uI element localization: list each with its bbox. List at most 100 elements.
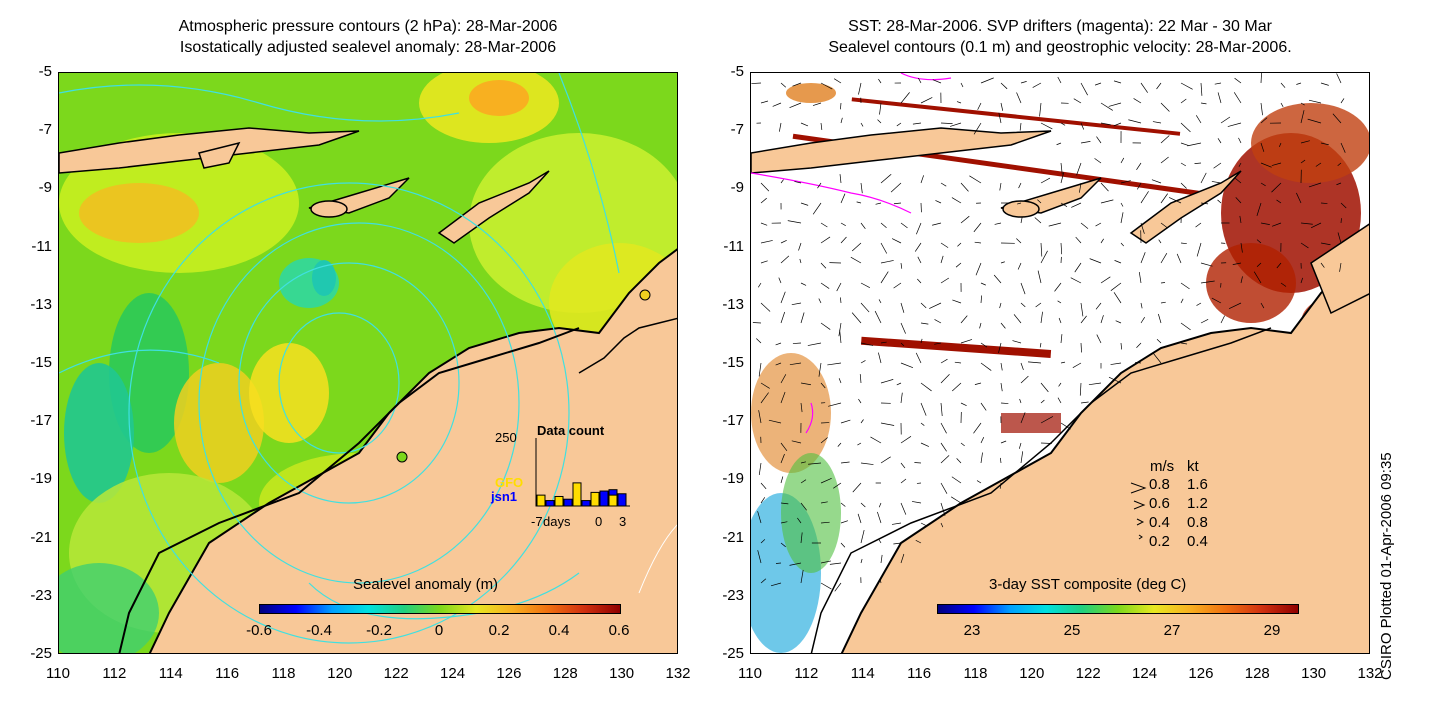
velocity-vector — [1332, 113, 1342, 124]
velocity-vector — [878, 502, 882, 508]
velocity-vector — [760, 100, 769, 104]
velocity-vector — [789, 362, 802, 366]
velocity-vector — [857, 513, 862, 524]
velocity-vector — [1260, 142, 1265, 152]
velocity-vector — [1180, 298, 1184, 304]
velocity-vector — [980, 295, 982, 304]
velocity-vector — [1074, 262, 1082, 273]
velocity-vector — [820, 122, 823, 130]
velocity-vector — [1034, 217, 1042, 224]
velocity-vector — [1020, 451, 1024, 464]
velocity-vector — [1308, 182, 1322, 188]
velocity-vector — [1187, 142, 1202, 147]
velocity-vector — [1340, 98, 1345, 104]
right-colorbar — [937, 604, 1299, 614]
velocity-vector — [940, 358, 948, 364]
velocity-vector — [940, 255, 944, 264]
velocity-vector — [920, 338, 923, 344]
velocity-vector — [1113, 80, 1122, 84]
velocity-vector — [1114, 260, 1122, 264]
velocity-vector — [1060, 172, 1065, 184]
velocity-vector — [940, 277, 950, 284]
velocity-vector — [1037, 270, 1042, 284]
velocity-vector — [1058, 317, 1062, 324]
velocity-vector — [860, 122, 864, 127]
velocity-vector — [1032, 82, 1042, 88]
velocity-vector — [780, 521, 788, 524]
velocity-vector — [1227, 122, 1242, 127]
velocity-vector — [1256, 239, 1262, 244]
velocity-vector — [1080, 342, 1082, 353]
velocity-vector — [1180, 122, 1191, 133]
velocity-vector — [1339, 262, 1342, 272]
velocity-vector — [900, 478, 907, 484]
left-y-tick-label: -5 — [38, 63, 52, 80]
right-y-tick-label: -23 — [722, 586, 744, 604]
velocity-vector — [934, 319, 942, 324]
velocity-vector — [1138, 272, 1142, 284]
velocity-vector — [960, 82, 964, 88]
velocity-vector — [1040, 382, 1049, 393]
velocity-vector — [1280, 102, 1284, 107]
velocity-vector — [1180, 242, 1187, 245]
velocity-vector — [1060, 242, 1063, 255]
velocity-vector — [860, 360, 866, 364]
velocity-vector — [1315, 162, 1322, 167]
velocity-vector — [951, 382, 962, 392]
velocity-vector — [870, 436, 882, 444]
velocity-vector — [836, 282, 842, 292]
velocity-vector — [1320, 242, 1331, 246]
velocity-vector — [807, 342, 822, 346]
sst-field — [751, 73, 1369, 653]
velocity-vector — [820, 236, 831, 244]
velocity-vector — [752, 322, 762, 324]
velocity-vector — [890, 182, 902, 193]
velocity-vector — [1016, 238, 1022, 244]
velocity-vector — [1340, 142, 1346, 153]
jsn1-bar — [563, 498, 573, 507]
velocity-vector — [900, 502, 907, 515]
velocity-vector — [1160, 301, 1166, 304]
velocity-vector — [896, 122, 902, 127]
velocity-vector — [1096, 136, 1102, 144]
right-x-tick-label: 110 — [738, 665, 762, 682]
geostrophic-velocity-vectors — [751, 73, 1347, 592]
velocity-vector — [940, 455, 950, 464]
velocity-vector — [1276, 262, 1282, 269]
velocity-vector — [1260, 102, 1263, 116]
velocity-vector — [929, 302, 942, 309]
gfo-bar — [590, 491, 600, 507]
right-y-tick-label: -21 — [722, 528, 744, 546]
velocity-vector — [780, 391, 786, 404]
velocity-vector — [999, 302, 1002, 309]
velocity-vector — [1035, 302, 1042, 308]
velocity-vector — [1300, 222, 1313, 225]
velocity-vector — [1260, 73, 1262, 84]
velocity-vector — [1233, 92, 1242, 104]
velocity-vector — [1308, 99, 1322, 104]
velocity-vector — [1160, 282, 1166, 284]
velocity-vector — [1240, 242, 1243, 253]
velocity-vector — [940, 442, 947, 452]
velocity-vector — [1020, 375, 1029, 384]
velocity-vector — [798, 242, 802, 251]
velocity-vector — [860, 342, 874, 346]
velocity-vector — [940, 522, 944, 528]
velocity-vector — [1040, 122, 1053, 130]
velocity-vector — [940, 182, 947, 187]
colorbar-tick-label: 0.2 — [488, 622, 510, 639]
velocity-vector — [760, 240, 773, 244]
left-title: Atmospheric pressure contours (2 hPa): 2… — [58, 16, 678, 58]
velocity-vector — [880, 422, 895, 426]
velocity-vector — [1200, 82, 1203, 96]
velocity-vector — [935, 200, 942, 204]
velocity-vector — [1180, 98, 1187, 104]
velocity-vector — [840, 236, 847, 244]
colorbar-tick-label: 0.6 — [608, 622, 630, 639]
velocity-vector — [860, 302, 870, 313]
velocity-vector — [1200, 262, 1213, 267]
right-x-tick-label: 118 — [963, 665, 988, 682]
velocity-vector — [757, 550, 762, 564]
velocity-vector — [920, 302, 927, 309]
velocity-vector — [833, 78, 842, 84]
